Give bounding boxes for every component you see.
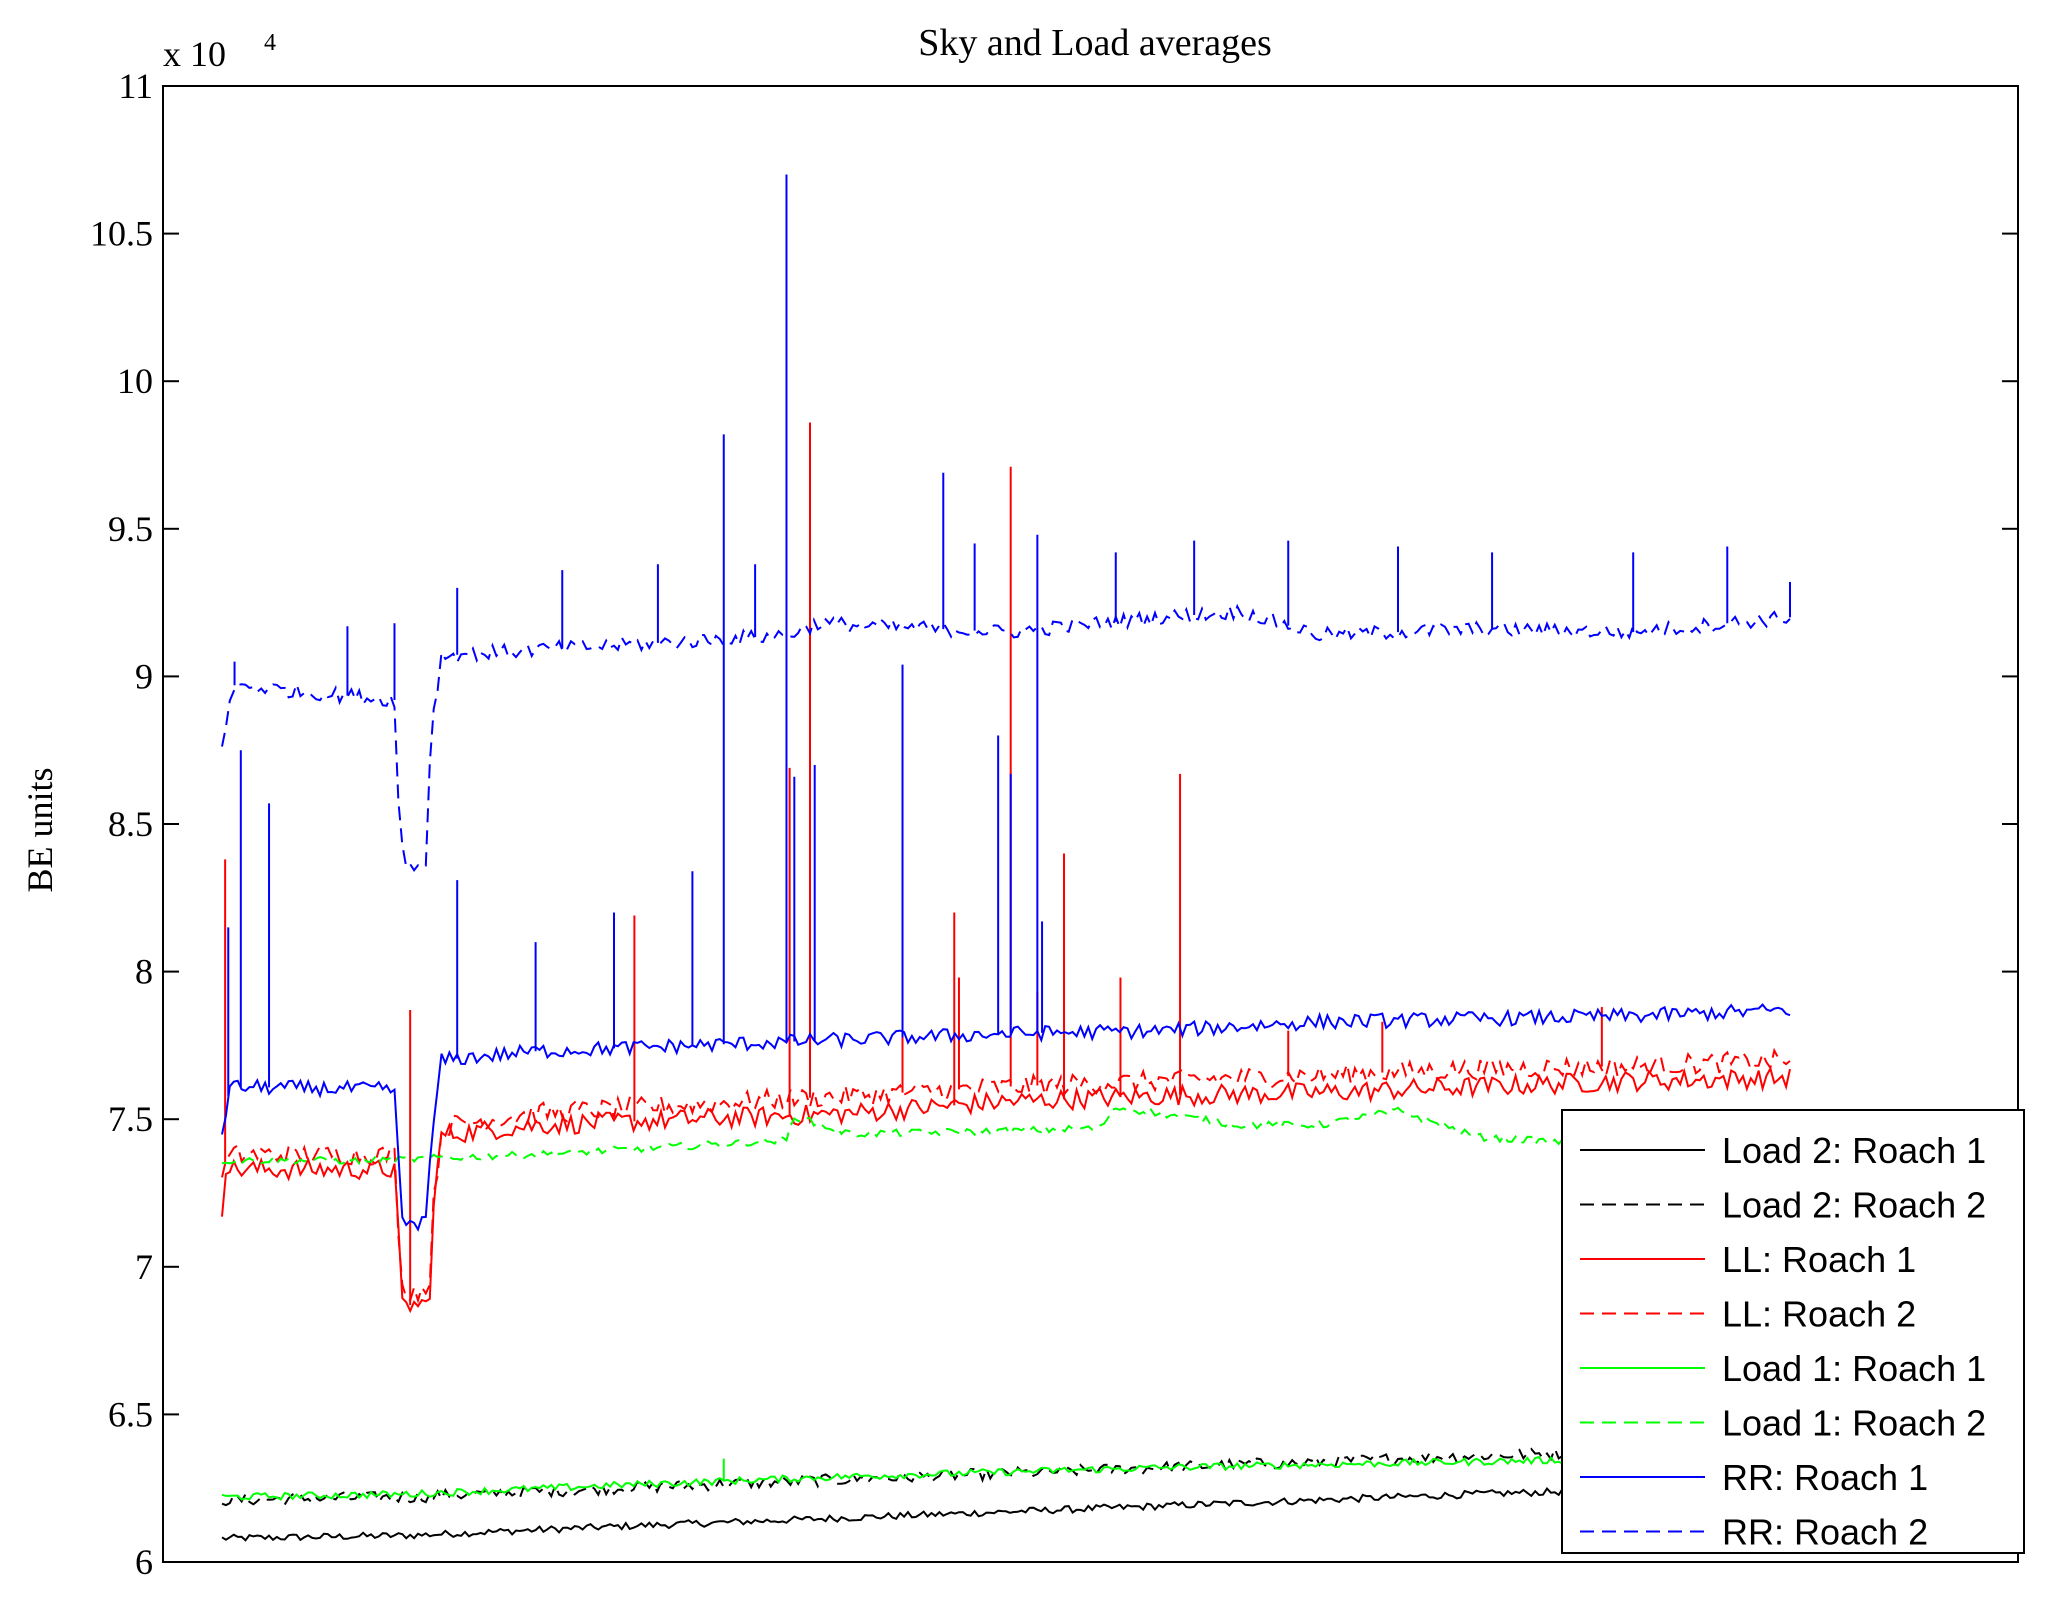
y-tick-label: 6.5 xyxy=(108,1394,153,1434)
y-axis-multiplier-base: x 10 xyxy=(163,34,226,74)
series-ll-roach-1 xyxy=(221,767,1791,1314)
y-tick-label: 10 xyxy=(117,361,153,401)
series-line xyxy=(221,1003,1791,1232)
series-load-1-roach-1 xyxy=(221,1452,1791,1501)
legend-label: Load 1: Roach 1 xyxy=(1722,1348,1986,1389)
y-tick-label: 9 xyxy=(135,656,153,696)
y-axis-multiplier-exponent: 4 xyxy=(264,30,276,56)
legend-label: Load 2: Roach 1 xyxy=(1722,1130,1986,1171)
y-tick-label: 6 xyxy=(135,1542,153,1582)
legend-item: Load 1: Roach 1 xyxy=(1580,1348,1986,1389)
chart-title: Sky and Load averages xyxy=(918,22,1272,64)
legend-item: LL: Roach 1 xyxy=(1580,1239,1916,1280)
y-axis-label: BE units xyxy=(20,767,60,892)
series-rr-roach-1 xyxy=(221,174,1791,1232)
legend-item: Load 2: Roach 1 xyxy=(1580,1130,1986,1171)
legend-item: LL: Roach 2 xyxy=(1580,1294,1916,1335)
legend-item: RR: Roach 1 xyxy=(1580,1457,1928,1498)
legend-label: Load 1: Roach 2 xyxy=(1722,1403,1986,1444)
y-tick-label: 7 xyxy=(135,1247,153,1287)
series-load-1-roach-2 xyxy=(221,1106,1791,1166)
legend-box xyxy=(1561,1109,2025,1554)
legend: Load 2: Roach 1 Load 2: Roach 2 LL: Roach … xyxy=(1561,1109,2025,1554)
y-tick-label: 11 xyxy=(118,66,153,106)
series-line xyxy=(221,1065,1791,1314)
series-line xyxy=(221,1106,1791,1166)
ticks-layer: 6 6.5 7 7.5 8 8.5 9 9.5 10 10.5 11 xyxy=(90,66,2018,1582)
series-line xyxy=(221,1481,1791,1542)
series-line xyxy=(221,1452,1791,1501)
y-tick-label: 9.5 xyxy=(108,509,153,549)
y-tick-label: 8 xyxy=(135,952,153,992)
series-line xyxy=(221,1047,1791,1304)
legend-label: LL: Roach 1 xyxy=(1722,1239,1916,1280)
series-layer xyxy=(221,174,1791,1542)
y-tick-label: 7.5 xyxy=(108,1099,153,1139)
plot-area: 6 6.5 7 7.5 8 8.5 9 9.5 10 10.5 11 xyxy=(90,66,2019,1582)
legend-label: Load 2: Roach 2 xyxy=(1722,1185,1986,1226)
legend-item: Load 1: Roach 2 xyxy=(1580,1403,1986,1444)
legend-label: RR: Roach 2 xyxy=(1722,1512,1928,1553)
legend-label: RR: Roach 1 xyxy=(1722,1457,1928,1498)
y-tick-label: 8.5 xyxy=(108,804,153,844)
series-line xyxy=(221,603,1791,873)
legend-label: LL: Roach 2 xyxy=(1722,1294,1916,1335)
series-rr-roach-2 xyxy=(221,472,1791,873)
series-load-2-roach-1 xyxy=(221,1481,1791,1542)
y-tick-label: 10.5 xyxy=(90,214,153,254)
y-axis-multiplier: x 10 4 xyxy=(163,30,276,74)
legend-items: Load 2: Roach 1 Load 2: Roach 2 LL: Roach … xyxy=(1580,1130,1986,1553)
legend-item: Load 2: Roach 2 xyxy=(1580,1185,1986,1226)
legend-item: RR: Roach 2 xyxy=(1580,1512,1928,1553)
